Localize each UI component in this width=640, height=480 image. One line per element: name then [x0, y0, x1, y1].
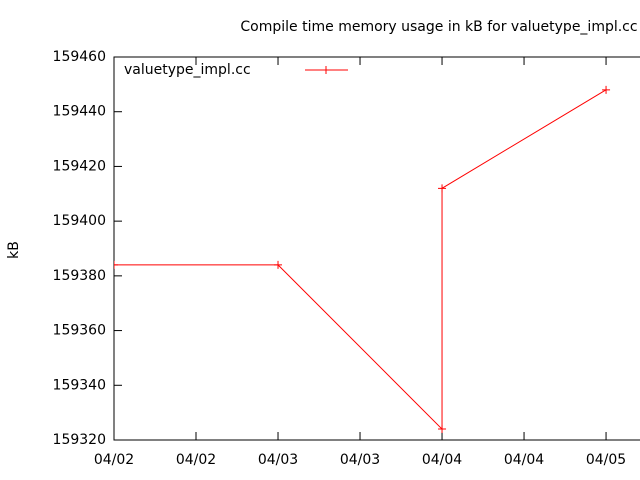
x-tick-label: 04/04 — [504, 452, 544, 468]
legend-marker — [322, 66, 330, 74]
point — [438, 184, 447, 193]
chart-title: Compile time memory usage in kB for valu… — [240, 19, 637, 35]
y-tick-label: 159340 — [53, 377, 106, 393]
point — [114, 260, 118, 269]
plot-border — [113, 56, 640, 441]
y-tick-label: 159360 — [53, 323, 106, 339]
x-tick-label: 04/03 — [258, 452, 298, 468]
x-tick-label: 04/02 — [176, 452, 216, 468]
y-tick-label: 159380 — [53, 268, 106, 284]
y-tick-label: 159440 — [53, 104, 106, 120]
y-tick-label: 159420 — [53, 158, 106, 174]
x-tick-label: 04/02 — [94, 452, 134, 468]
point — [274, 260, 283, 269]
point — [602, 85, 611, 94]
point — [438, 425, 447, 434]
y-axis-label: kB — [6, 241, 22, 259]
y-tick-label: 159460 — [53, 49, 106, 65]
plot-area — [114, 85, 611, 434]
legend-label: valuetype_impl.cc — [124, 62, 251, 78]
x-tick-label: 04/03 — [340, 452, 380, 468]
x-tick-label: 04/05 — [586, 452, 626, 468]
y-tick-label: 159400 — [53, 213, 106, 229]
y-tick-label: 159320 — [53, 432, 106, 448]
x-tick-label: 04/04 — [422, 452, 462, 468]
series-line — [114, 89, 607, 431]
